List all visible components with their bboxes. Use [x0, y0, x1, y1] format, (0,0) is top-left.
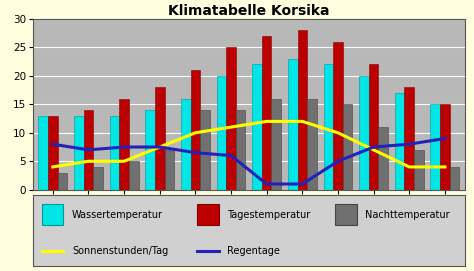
- Bar: [252, 64, 262, 190]
- Bar: [395, 93, 404, 190]
- Bar: [48, 116, 58, 190]
- Bar: [414, 150, 424, 190]
- Bar: [333, 42, 343, 190]
- Bar: [359, 76, 369, 190]
- Text: Regentage: Regentage: [227, 247, 280, 256]
- Bar: [307, 99, 317, 190]
- Bar: [129, 161, 138, 190]
- Bar: [109, 116, 119, 190]
- Bar: [119, 99, 129, 190]
- Text: Tagestemperatur: Tagestemperatur: [227, 210, 310, 220]
- Bar: [262, 36, 272, 190]
- Bar: [236, 110, 246, 190]
- FancyBboxPatch shape: [197, 204, 219, 225]
- Bar: [324, 64, 333, 190]
- FancyBboxPatch shape: [335, 204, 356, 225]
- Bar: [181, 99, 191, 190]
- FancyBboxPatch shape: [42, 204, 64, 225]
- Bar: [83, 110, 93, 190]
- Bar: [200, 110, 210, 190]
- Bar: [369, 64, 378, 190]
- Bar: [404, 87, 414, 190]
- Bar: [288, 59, 298, 190]
- Bar: [217, 76, 226, 190]
- Title: Klimatabelle Korsika: Klimatabelle Korsika: [168, 4, 329, 18]
- Bar: [450, 167, 459, 190]
- Bar: [58, 173, 67, 190]
- Bar: [146, 110, 155, 190]
- Bar: [93, 167, 103, 190]
- Bar: [440, 104, 450, 190]
- Text: Nachttemperatur: Nachttemperatur: [365, 210, 450, 220]
- Bar: [378, 127, 388, 190]
- Text: Wassertemperatur: Wassertemperatur: [72, 210, 163, 220]
- Bar: [191, 70, 200, 190]
- Bar: [272, 99, 281, 190]
- Bar: [226, 47, 236, 190]
- Bar: [155, 87, 164, 190]
- Bar: [298, 30, 307, 190]
- Bar: [38, 116, 48, 190]
- Bar: [430, 104, 440, 190]
- Text: Sonnenstunden/Tag: Sonnenstunden/Tag: [72, 247, 168, 256]
- Bar: [343, 104, 352, 190]
- Bar: [74, 116, 83, 190]
- Bar: [164, 150, 174, 190]
